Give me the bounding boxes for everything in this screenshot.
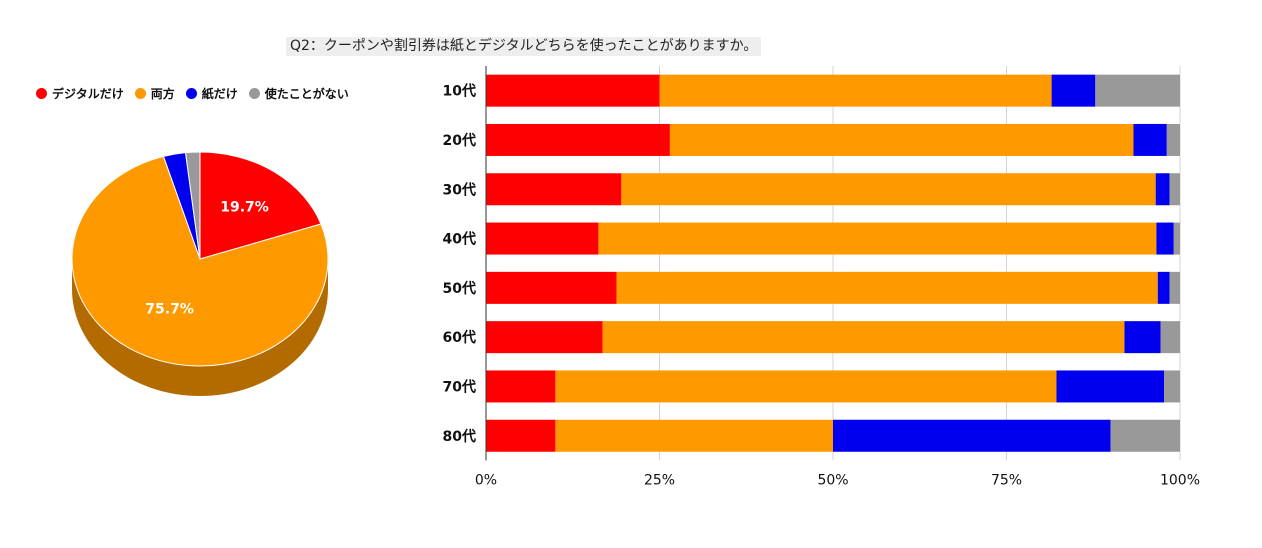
- x-tick-label: 50%: [817, 472, 848, 488]
- legend-label-digital-only: デジタルだけ: [52, 87, 124, 101]
- legend-item-never-used: 使たことがない: [248, 85, 349, 102]
- legend-label-both: 両方: [150, 87, 175, 101]
- x-tick-label: 0%: [475, 472, 497, 488]
- legend-item-both: 両方: [134, 85, 175, 102]
- legend-swatch-never-used: [248, 88, 260, 99]
- legend-item-digital-only: デジタルだけ: [36, 85, 124, 102]
- pie-chart: 19.7% 75.7%: [71, 151, 329, 396]
- legend-label-never-used: 使たことがない: [264, 87, 349, 101]
- pie-slice-never-used: [184, 151, 201, 260]
- pie-label-digital-only: 19.7%: [220, 200, 269, 216]
- bar-80-both: [555, 419, 833, 452]
- bar-60-never-used: [1160, 321, 1180, 354]
- y-category-label: 30代: [443, 181, 476, 198]
- legend-item-paper-only: 紙だけ: [185, 85, 238, 102]
- bar-60-digital-only: [486, 321, 603, 354]
- y-category-label: 80代: [443, 428, 476, 445]
- bar-50-both: [616, 271, 1158, 304]
- bar-20-never-used: [1166, 123, 1180, 156]
- bar-10-paper-only: [1051, 74, 1096, 107]
- bar-50-digital-only: [486, 271, 617, 304]
- bar-20-digital-only: [486, 123, 670, 156]
- stacked-bar-chart: 0% 25% 50% 75% 100% 10代 20代 30代 40代 50代 60代 70代 80代: [443, 66, 1200, 488]
- bar-10-both: [659, 74, 1052, 107]
- bar-20-paper-only: [1133, 123, 1167, 156]
- bar-50-paper-only: [1157, 271, 1170, 304]
- y-category-label: 10代: [443, 83, 476, 100]
- pie-label-both: 75.7%: [145, 301, 194, 317]
- pie-slice-both: [71, 155, 329, 367]
- bar-80-digital-only: [486, 419, 556, 452]
- bar-40-never-used: [1173, 222, 1180, 255]
- y-category-label: 40代: [443, 231, 476, 248]
- legend-swatch-paper-only: [185, 88, 197, 99]
- bar-40-both: [598, 222, 1157, 255]
- legend-swatch-digital-only: [36, 88, 47, 99]
- y-category-label: 50代: [443, 280, 476, 297]
- bar-30-both: [621, 173, 1156, 206]
- bar-10-never-used: [1095, 74, 1180, 107]
- bar-70-paper-only: [1056, 370, 1165, 403]
- legend-swatch-both: [134, 88, 146, 99]
- bar-70-both: [555, 370, 1057, 403]
- bar-60-both: [602, 321, 1125, 354]
- x-tick-label: 25%: [644, 472, 675, 488]
- y-category-label: 70代: [443, 378, 476, 395]
- bar-30-digital-only: [486, 173, 622, 206]
- bar-40-digital-only: [486, 222, 599, 255]
- y-category-label: 20代: [443, 132, 476, 149]
- pie-side-both: [72, 259, 328, 396]
- bar-50-never-used: [1169, 271, 1180, 304]
- bar-70-never-used: [1164, 370, 1180, 403]
- bar-80-paper-only: [833, 419, 1111, 452]
- bar-30-never-used: [1169, 173, 1180, 206]
- bar-10-digital-only: [486, 74, 660, 107]
- x-tick-label: 100%: [1160, 472, 1200, 488]
- bar-40-paper-only: [1156, 222, 1174, 255]
- legend-label-paper-only: 紙だけ: [201, 87, 238, 101]
- bar-30-paper-only: [1155, 173, 1170, 206]
- bar-80-never-used: [1110, 419, 1180, 452]
- bar-20-both: [669, 123, 1134, 156]
- y-category-label: 60代: [443, 329, 476, 346]
- legend: デジタルだけ 両方 紙だけ 使たことがない: [36, 85, 360, 102]
- bar-60-paper-only: [1124, 321, 1161, 354]
- bar-70-digital-only: [486, 370, 556, 403]
- x-tick-label: 75%: [991, 472, 1022, 488]
- chart-title: Q2：クーポンや割引券は紙とデジタルどちらを使ったことがありますか。: [286, 37, 762, 56]
